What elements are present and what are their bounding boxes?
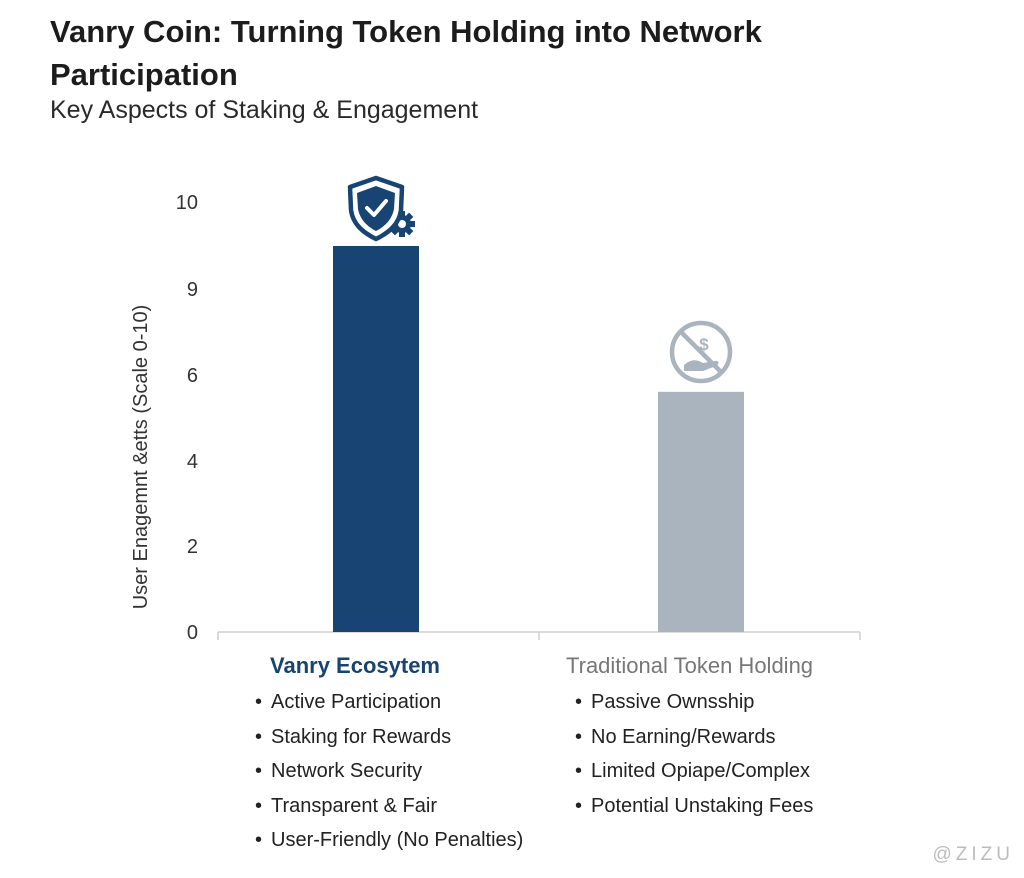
traditional-bullet-list: Passive OwnsshipNo Earning/RewardsLimite… xyxy=(575,685,813,823)
bullet-item: User-Friendly (No Penalties) xyxy=(255,823,523,858)
y-tick-label: 0 xyxy=(187,622,198,644)
y-tick-label: 2 xyxy=(187,536,198,558)
bullet-item: Active Participation xyxy=(255,685,523,720)
y-tick-label: 4 xyxy=(187,451,198,473)
bullet-item: Network Security xyxy=(255,754,523,789)
bullet-item: Transparent & Fair xyxy=(255,789,523,824)
svg-text:$: $ xyxy=(699,335,709,354)
category-title-vanry: Vanry Ecosytem xyxy=(270,653,440,678)
y-tick-label: 10 xyxy=(176,192,198,214)
bullet-item: Staking for Rewards xyxy=(255,720,523,755)
bar-vanry-ecosystem xyxy=(333,246,419,632)
vanry-bullet-list: Active ParticipationStaking for RewardsN… xyxy=(255,685,523,858)
bullet-item: Limited Opiape/Complex xyxy=(575,754,813,789)
page-title: Vanry Coin: Turning Token Holding into N… xyxy=(50,14,762,92)
y-axis-label: User Enagemnt &etts (Scale 0-10) xyxy=(130,305,152,610)
category-title-traditional: Traditional Token Holding xyxy=(566,653,814,678)
bullet-item: Passive Ownsship xyxy=(575,685,813,720)
y-tick-label: 6 xyxy=(187,365,198,387)
watermark: @ZIZU xyxy=(932,844,1014,865)
bullet-item: No Earning/Rewards xyxy=(575,720,813,755)
y-tick-label: 9 xyxy=(187,279,198,301)
no-money-hand-icon: $ xyxy=(669,320,733,384)
bar-traditional-token-holding xyxy=(658,391,744,632)
page-subtitle: Key Aspects of Staking & Engagement xyxy=(50,96,479,124)
shield-check-gear-icon xyxy=(347,175,415,242)
bullet-item: Potential Unstaking Fees xyxy=(575,789,813,824)
